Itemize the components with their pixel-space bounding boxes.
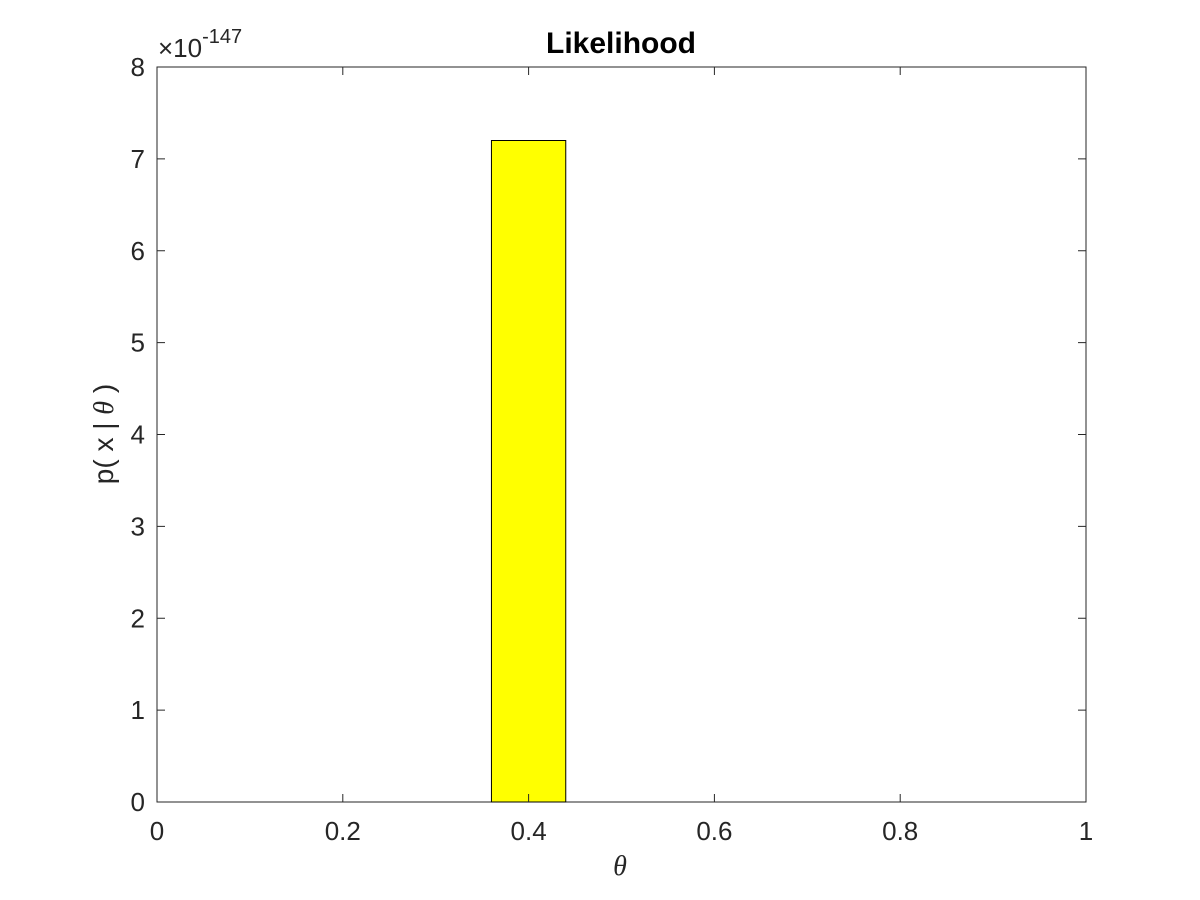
y-axis-label: p( x | θ ) [88, 384, 120, 484]
y-multiplier-base: ×10 [158, 33, 202, 63]
y-axis-multiplier: ×10-147 [158, 26, 242, 63]
y-tick-label: 1 [131, 695, 145, 725]
y-tick-label: 0 [131, 787, 145, 817]
y-multiplier-exponent: -147 [202, 26, 242, 48]
bars-layer [490, 140, 567, 803]
x-axis-label: θ [613, 851, 627, 882]
y-tick-label: 4 [131, 420, 145, 450]
y-axis-label-prefix: p( x | [88, 415, 119, 485]
y-tick-label: 5 [131, 328, 145, 358]
y-tick-label: 2 [131, 603, 145, 633]
x-tick-label: 0.8 [882, 816, 918, 846]
y-axis-label-symbol: θ [89, 401, 120, 415]
y-tick-label: 6 [131, 236, 145, 266]
chart-title: Likelihood [546, 27, 696, 60]
x-tick-label: 0.2 [325, 816, 361, 846]
plot-area [156, 66, 1087, 803]
ticks-layer [156, 66, 1087, 803]
x-tick-label: 0 [150, 816, 164, 846]
x-tick-label: 1 [1079, 816, 1093, 846]
y-tick-label: 8 [131, 52, 145, 82]
x-tick-labels: 0 0.2 0.4 0.6 0.8 1 [150, 816, 1093, 846]
bar-0 [490, 140, 567, 803]
x-tick-label: 0.4 [511, 816, 547, 846]
y-tick-label: 7 [131, 144, 145, 174]
x-tick-label: 0.6 [696, 816, 732, 846]
y-tick-labels: 0 1 2 3 4 5 6 7 8 [131, 52, 145, 817]
y-axis-label-suffix: ) [88, 384, 119, 401]
y-tick-label: 3 [131, 511, 145, 541]
